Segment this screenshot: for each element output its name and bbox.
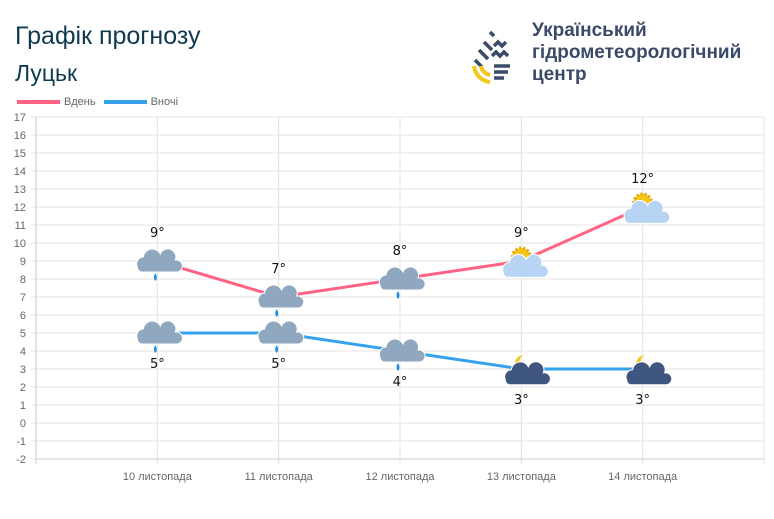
data-label: 7° bbox=[271, 262, 286, 277]
data-label: 5° bbox=[271, 357, 286, 372]
y-tick-label: 8 bbox=[20, 274, 26, 286]
cloud-rain-icon bbox=[257, 320, 305, 353]
city-name: Луцьк bbox=[15, 60, 78, 86]
cloud-shape bbox=[136, 320, 183, 345]
data-label: 9° bbox=[514, 226, 529, 241]
rain-drop-icon bbox=[396, 291, 400, 299]
page-title: Графік прогнозу bbox=[15, 22, 201, 50]
cloud-shape bbox=[378, 338, 426, 363]
data-label: 8° bbox=[393, 244, 408, 259]
y-tick-label: 5 bbox=[20, 328, 26, 340]
x-tick-label: 10 листопада bbox=[123, 471, 193, 483]
x-tick-label: 13 листопада bbox=[487, 471, 557, 483]
y-tick-label: 9 bbox=[20, 256, 26, 268]
y-tick-label: 7 bbox=[20, 292, 26, 304]
x-tick-label: 14 листопада bbox=[608, 471, 678, 483]
cloud-shape bbox=[257, 320, 305, 345]
y-tick-label: 0 bbox=[20, 418, 26, 430]
y-tick-label: 6 bbox=[20, 310, 26, 322]
legend-night-swatch[interactable] bbox=[103, 100, 147, 104]
data-label: 9° bbox=[150, 226, 165, 241]
legend-day-label[interactable]: Вдень bbox=[64, 96, 96, 108]
y-tick-label: 11 bbox=[15, 220, 26, 232]
rain-drop-icon bbox=[275, 309, 279, 317]
y-tick-label: 12 bbox=[14, 202, 26, 214]
y-tick-label: 10 bbox=[14, 238, 26, 250]
sun-cloud-icon bbox=[623, 192, 671, 224]
cloud-rain-icon bbox=[257, 284, 305, 317]
x-tick-label: 12 листопада bbox=[366, 471, 436, 483]
data-label: 3° bbox=[635, 393, 650, 408]
cloud-shape bbox=[257, 284, 305, 309]
cloud-rain-icon bbox=[136, 248, 183, 281]
rain-drop-icon bbox=[396, 363, 400, 371]
moon-cloud-icon bbox=[504, 355, 551, 386]
rain-drop-icon bbox=[153, 345, 157, 353]
cloud-shape bbox=[625, 361, 673, 386]
logo-line: центр bbox=[532, 64, 587, 85]
y-tick-label: 2 bbox=[20, 382, 26, 394]
rain-drop-icon bbox=[153, 273, 157, 281]
x-tick-label: 11 листопада bbox=[245, 471, 314, 483]
cloud-shape bbox=[136, 248, 183, 273]
cloud-rain-icon bbox=[136, 320, 183, 353]
y-tick-label: -2 bbox=[16, 454, 26, 466]
y-tick-label: 16 bbox=[14, 130, 26, 142]
data-label: 4° bbox=[393, 375, 408, 390]
y-tick-label: 1 bbox=[20, 400, 26, 412]
legend-day-swatch[interactable] bbox=[17, 100, 60, 104]
y-tick-label: 14 bbox=[14, 166, 26, 178]
cloud-rain-icon bbox=[378, 338, 426, 371]
y-tick-label: 15 bbox=[14, 148, 26, 160]
logo-line: Український bbox=[532, 20, 647, 41]
data-label: 5° bbox=[150, 357, 165, 372]
cloud-shape bbox=[504, 361, 551, 386]
moon-cloud-icon bbox=[625, 355, 673, 386]
cloud-shape bbox=[623, 199, 671, 224]
ugmc-logo-text: Український гідрометеорологічний центр bbox=[532, 20, 741, 86]
ugmc-logo-icon bbox=[472, 30, 510, 84]
y-tick-label: -1 bbox=[16, 436, 26, 448]
cloud-shape bbox=[378, 266, 426, 291]
legend: Вдень Вночі bbox=[17, 96, 178, 108]
cloud-shape bbox=[502, 253, 549, 278]
legend-night-label[interactable]: Вночі bbox=[150, 96, 179, 108]
y-tick-label: 3 bbox=[20, 364, 26, 376]
y-tick-label: 13 bbox=[14, 184, 26, 196]
y-tick-label: 4 bbox=[20, 346, 26, 358]
logo-line: гідрометеорологічний bbox=[532, 42, 742, 63]
rain-drop-icon bbox=[275, 345, 279, 353]
sun-cloud-icon bbox=[502, 246, 549, 278]
y-tick-label: 17 bbox=[14, 112, 26, 124]
data-label: 3° bbox=[514, 393, 529, 408]
data-label: 12° bbox=[631, 172, 654, 187]
cloud-rain-icon bbox=[378, 266, 426, 299]
